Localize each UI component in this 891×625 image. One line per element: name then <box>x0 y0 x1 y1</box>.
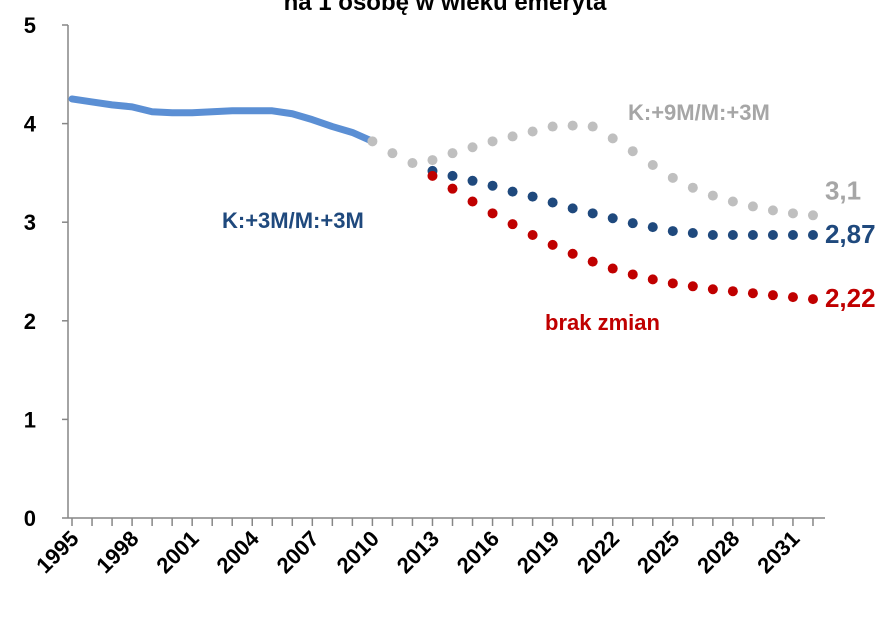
series-dot <box>467 196 478 207</box>
y-tick-label: 0 <box>24 506 36 531</box>
series-dot <box>587 256 598 267</box>
x-tick-label: 2025 <box>632 526 684 578</box>
series-dot <box>707 230 718 241</box>
series-dot <box>807 230 818 241</box>
series-dot <box>587 121 598 132</box>
series-dot <box>387 148 398 159</box>
series-dot <box>547 239 558 250</box>
series-dot <box>787 208 798 219</box>
series-dot <box>447 170 458 181</box>
series-dot <box>487 136 498 147</box>
series-dot <box>507 186 518 197</box>
x-tick-label: 2004 <box>211 525 264 578</box>
x-tick-label: 2022 <box>572 526 624 578</box>
y-tick-label: 4 <box>24 112 37 137</box>
series-dot <box>567 120 578 131</box>
series-dot <box>427 155 438 166</box>
series-dot <box>507 219 518 230</box>
series-dot <box>507 131 518 142</box>
x-tick-label: 2028 <box>692 526 744 578</box>
series-dot <box>667 226 678 237</box>
series-dot <box>807 294 818 305</box>
y-tick-label: 1 <box>24 407 36 432</box>
series-label: brak zmian <box>545 310 660 335</box>
end-label: 2,22 <box>825 283 876 313</box>
x-tick-label: 2007 <box>272 526 324 578</box>
series-dot <box>467 142 478 153</box>
y-tick-label: 3 <box>24 210 36 235</box>
x-tick-label: 2013 <box>392 526 444 578</box>
series-dot <box>707 190 718 201</box>
y-tick-label: 5 <box>24 13 36 38</box>
series-dot <box>747 230 758 241</box>
series-dot <box>647 274 658 285</box>
x-tick-label: 2001 <box>151 526 203 578</box>
series-line <box>68 95 376 145</box>
series-dot <box>687 228 698 239</box>
series-dot <box>567 248 578 259</box>
x-tick-label: 2010 <box>332 526 384 578</box>
series-dot <box>367 136 378 147</box>
series-dot <box>607 213 618 224</box>
series-dot <box>627 146 638 157</box>
series-dot <box>527 230 538 241</box>
series-dot <box>527 191 538 202</box>
series-dot <box>627 218 638 229</box>
series-dot <box>767 205 778 216</box>
series-dot <box>447 148 458 159</box>
series-dot <box>727 196 738 207</box>
series-dot <box>587 208 598 219</box>
series-dot <box>487 180 498 191</box>
chart-title: na 1 osobę w wieku emeryta <box>284 0 607 16</box>
series-label: K:+9M/M:+3M <box>628 100 770 125</box>
series-dot <box>627 269 638 280</box>
series-dot <box>747 201 758 212</box>
series-dot <box>767 230 778 241</box>
x-tick-label: 2016 <box>452 526 504 578</box>
end-label: 3,1 <box>825 175 861 205</box>
end-label: 2,87 <box>825 219 876 249</box>
series-dot <box>687 281 698 292</box>
series-dot <box>667 172 678 183</box>
x-tick-label: 1998 <box>91 526 143 578</box>
series-dot <box>747 288 758 299</box>
series-dot <box>707 284 718 295</box>
series-dot <box>727 230 738 241</box>
x-tick-label: 1995 <box>31 526 83 578</box>
x-tick-label: 2019 <box>512 526 564 578</box>
series-dot <box>547 121 558 132</box>
series-dot <box>467 175 478 186</box>
series-dot <box>767 290 778 301</box>
x-tick-label: 2031 <box>752 526 804 578</box>
series-dot <box>787 230 798 241</box>
series-dot <box>607 133 618 144</box>
series-dot <box>527 126 538 137</box>
series-dot <box>787 292 798 303</box>
series-dot <box>647 222 658 233</box>
series-dot <box>567 203 578 214</box>
y-tick-label: 2 <box>24 309 36 334</box>
series-dot <box>807 210 818 221</box>
series-dot <box>447 183 458 194</box>
series-dot <box>667 278 678 289</box>
series-dot <box>647 160 658 171</box>
series-dot <box>607 263 618 274</box>
series-dot <box>727 286 738 297</box>
series-dot <box>547 197 558 208</box>
series-dot <box>687 182 698 193</box>
series-dot <box>487 208 498 219</box>
series-dot <box>427 170 438 181</box>
series-dot <box>407 158 418 169</box>
series-label: K:+3M/M:+3M <box>222 208 364 233</box>
